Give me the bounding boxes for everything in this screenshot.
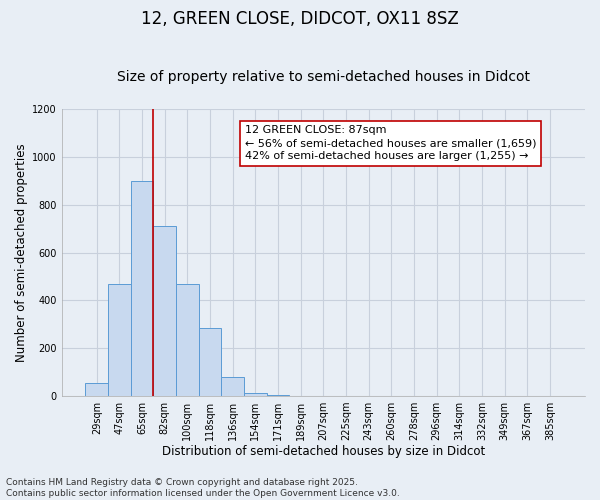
Text: 12 GREEN CLOSE: 87sqm
← 56% of semi-detached houses are smaller (1,659)
42% of s: 12 GREEN CLOSE: 87sqm ← 56% of semi-deta… xyxy=(245,125,536,162)
X-axis label: Distribution of semi-detached houses by size in Didcot: Distribution of semi-detached houses by … xyxy=(162,444,485,458)
Bar xyxy=(199,328,221,396)
Bar xyxy=(266,395,289,396)
Bar xyxy=(85,383,108,396)
Bar xyxy=(131,181,154,396)
Title: Size of property relative to semi-detached houses in Didcot: Size of property relative to semi-detach… xyxy=(117,70,530,85)
Bar xyxy=(244,392,266,396)
Bar xyxy=(176,284,199,396)
Bar xyxy=(108,284,131,396)
Bar xyxy=(221,377,244,396)
Text: 12, GREEN CLOSE, DIDCOT, OX11 8SZ: 12, GREEN CLOSE, DIDCOT, OX11 8SZ xyxy=(141,10,459,28)
Bar xyxy=(154,226,176,396)
Y-axis label: Number of semi-detached properties: Number of semi-detached properties xyxy=(15,144,28,362)
Text: Contains HM Land Registry data © Crown copyright and database right 2025.
Contai: Contains HM Land Registry data © Crown c… xyxy=(6,478,400,498)
